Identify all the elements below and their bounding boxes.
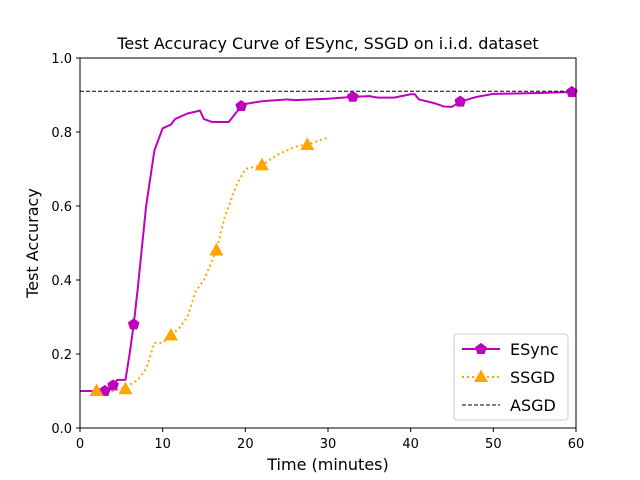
y-tick-label: 0.8 bbox=[51, 126, 72, 141]
x-tick-label: 60 bbox=[568, 437, 585, 452]
legend-marker-esync bbox=[475, 342, 487, 354]
x-tick-label: 40 bbox=[402, 437, 419, 452]
data-point-ssgd bbox=[254, 157, 269, 171]
legend: ESync SSGD ASGD bbox=[453, 333, 569, 421]
y-tick-label: 1.0 bbox=[51, 52, 72, 67]
legend-box bbox=[453, 333, 569, 421]
y-tick-label: 0.6 bbox=[51, 200, 72, 215]
series-line-ssgd bbox=[96, 136, 329, 392]
legend-label-esync: ESync bbox=[510, 340, 559, 359]
x-axis-ticks: 0 10 20 30 40 50 60 bbox=[76, 428, 584, 452]
y-tick-label: 0.2 bbox=[51, 348, 72, 363]
data-point-esync bbox=[235, 99, 248, 112]
y-axis-ticks: 0.0 0.2 0.4 0.6 0.8 1.0 bbox=[51, 52, 80, 437]
data-point-esync bbox=[454, 95, 467, 107]
x-tick-label: 0 bbox=[76, 437, 84, 452]
x-tick-label: 10 bbox=[154, 437, 171, 452]
data-point-esync bbox=[346, 90, 359, 102]
data-point-ssgd bbox=[163, 327, 178, 341]
data-point-ssgd bbox=[209, 242, 224, 256]
x-tick-label: 30 bbox=[320, 437, 337, 452]
y-tick-label: 0.4 bbox=[51, 274, 72, 289]
legend-marker-ssgd bbox=[473, 369, 489, 383]
plot-area: 0 10 20 30 40 50 60 0.0 0.2 0.4 0.6 0.8 1.0 bbox=[51, 52, 584, 452]
data-point-ssgd bbox=[118, 381, 133, 395]
data-point-ssgd bbox=[300, 137, 315, 150]
y-tick-label: 0.0 bbox=[51, 422, 72, 437]
marker-layer bbox=[89, 85, 578, 397]
legend-label-asgd: ASGD bbox=[510, 396, 556, 415]
data-point-ssgd bbox=[89, 383, 104, 397]
legend-label-ssgd: SSGD bbox=[510, 368, 555, 387]
data-point-esync bbox=[107, 379, 119, 391]
x-axis-label: Time (minutes) bbox=[266, 455, 389, 474]
x-tick-label: 50 bbox=[485, 437, 502, 452]
data-point-esync bbox=[127, 318, 140, 330]
y-axis-label: Test Accuracy bbox=[23, 188, 42, 299]
chart-title: Test Accuracy Curve of ESync, SSGD on i.… bbox=[116, 34, 538, 53]
legend-items: ESync SSGD ASGD bbox=[462, 340, 559, 415]
x-tick-label: 20 bbox=[237, 437, 254, 452]
